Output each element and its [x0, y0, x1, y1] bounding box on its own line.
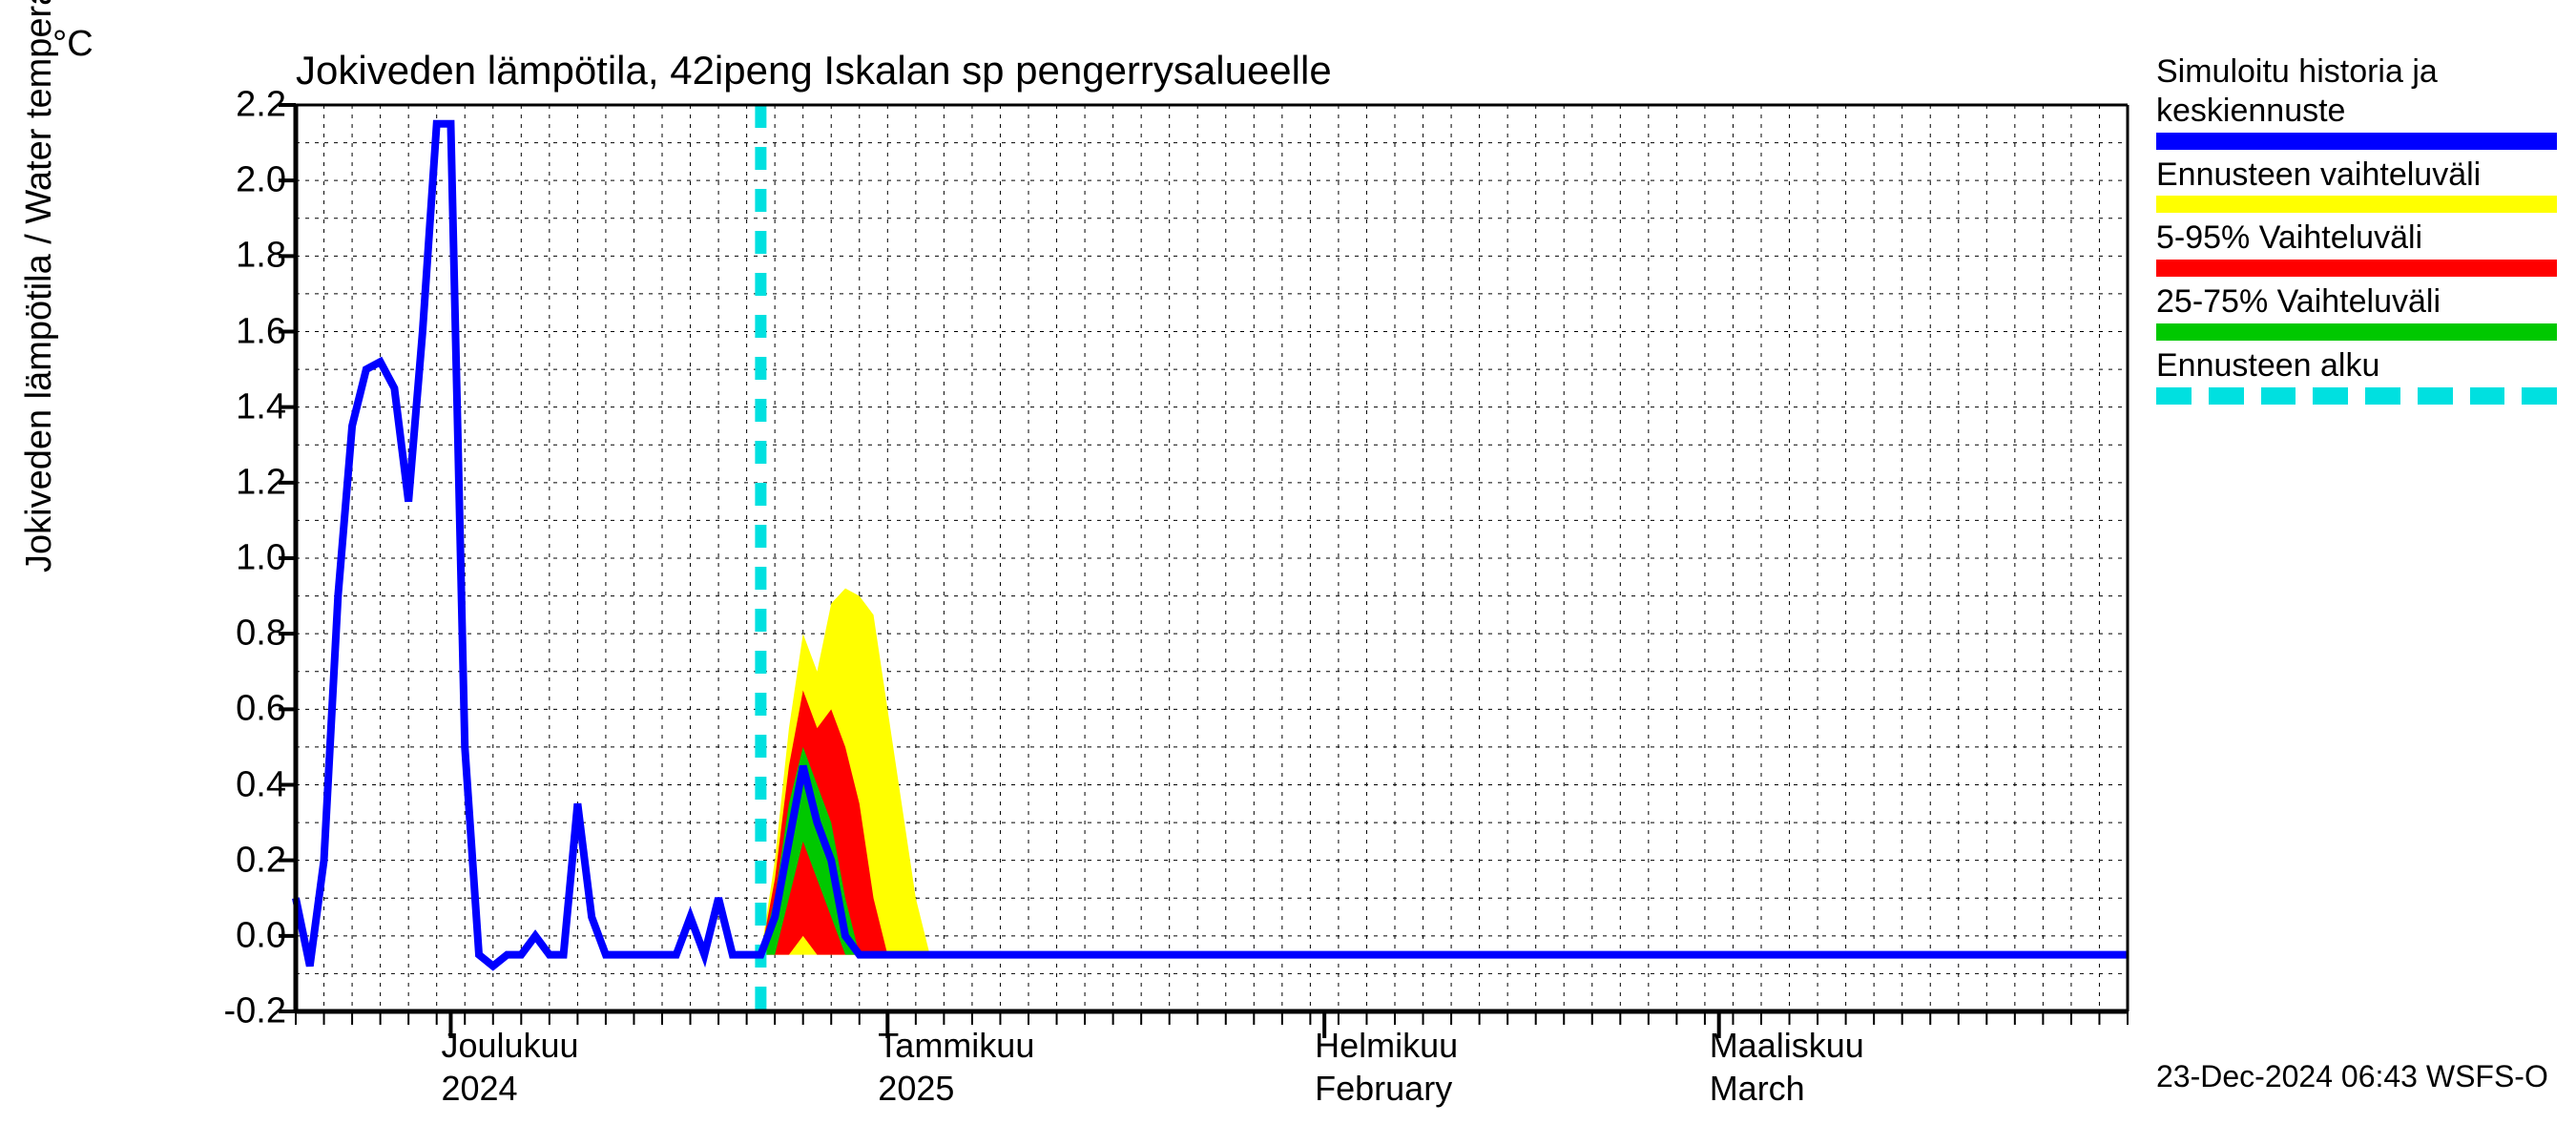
legend-entry: Simuloitu historia ja keskiennuste: [2156, 52, 2557, 150]
x-tick-sublabel: March: [1710, 1069, 1805, 1109]
legend-entry: Ennusteen vaihteluväli: [2156, 156, 2557, 214]
chart-plot-area: [296, 105, 2128, 1011]
y-tick-label: 0.6: [236, 689, 286, 730]
y-tick-label: 2.0: [236, 160, 286, 201]
y-tick-label: 0.8: [236, 614, 286, 655]
y-tick-label: 1.4: [236, 386, 286, 427]
legend-swatch: [2156, 196, 2557, 213]
legend-label: Simuloitu historia ja keskiennuste: [2156, 52, 2557, 131]
y-tick-label: 0.2: [236, 840, 286, 881]
legend-entry: 5-95% Vaihteluväli: [2156, 219, 2557, 277]
legend: Simuloitu historia ja keskiennuste Ennust…: [2156, 52, 2557, 410]
y-axis-label: Jokiveden lämpötila / Water temperature: [19, 0, 60, 572]
y-tick-label: 1.8: [236, 236, 286, 277]
page-root: °C Jokiveden lämpötila, 42ipeng Iskalan …: [0, 0, 2576, 1145]
legend-swatch: [2156, 133, 2557, 150]
legend-label: Ennusteen vaihteluväli: [2156, 156, 2557, 195]
legend-swatch: [2156, 387, 2557, 405]
legend-entry: Ennusteen alku: [2156, 346, 2557, 405]
legend-label: 5-95% Vaihteluväli: [2156, 219, 2557, 258]
y-tick-label: 1.6: [236, 311, 286, 352]
legend-swatch: [2156, 323, 2557, 341]
x-tick-label: Tammikuu: [878, 1026, 1034, 1066]
legend-swatch: [2156, 260, 2557, 277]
y-tick-label: 1.2: [236, 462, 286, 503]
x-tick-label: Helmikuu: [1315, 1026, 1458, 1066]
y-tick-label: 0.4: [236, 764, 286, 805]
x-tick-sublabel: February: [1315, 1069, 1452, 1109]
x-tick-sublabel: 2025: [878, 1069, 954, 1109]
legend-label: Ennusteen alku: [2156, 346, 2557, 385]
y-tick-label: -0.2: [224, 991, 286, 1032]
chart-title: Jokiveden lämpötila, 42ipeng Iskalan sp …: [296, 48, 1332, 94]
x-tick-label: Maaliskuu: [1710, 1026, 1864, 1066]
chart-svg: [296, 105, 2128, 1011]
y-tick-label: 1.0: [236, 538, 286, 579]
legend-label: 25-75% Vaihteluväli: [2156, 282, 2557, 322]
x-tick-label: Joulukuu: [441, 1026, 578, 1066]
footer-timestamp: 23-Dec-2024 06:43 WSFS-O: [2156, 1059, 2548, 1094]
y-tick-label: 2.2: [236, 85, 286, 126]
legend-entry: 25-75% Vaihteluväli: [2156, 282, 2557, 341]
y-tick-label: 0.0: [236, 915, 286, 956]
x-tick-sublabel: 2024: [441, 1069, 517, 1109]
